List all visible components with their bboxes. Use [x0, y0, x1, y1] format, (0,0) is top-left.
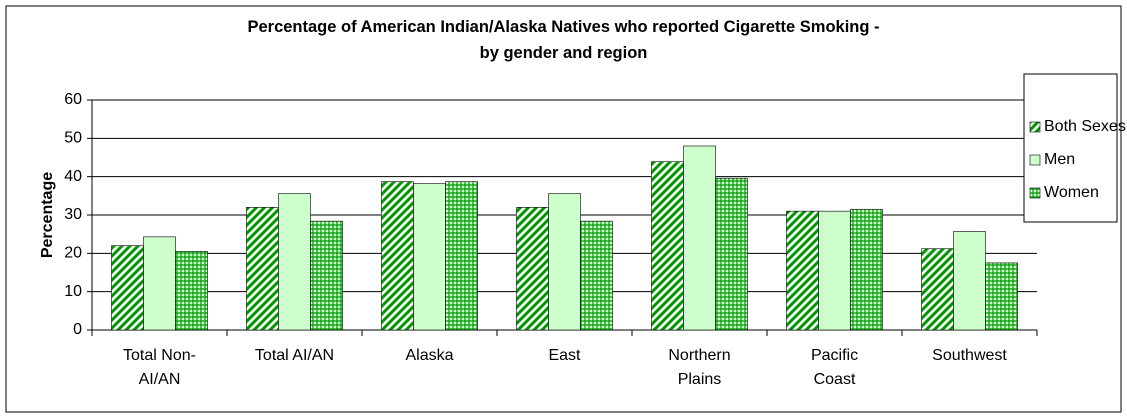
- y-tick-label: 0: [73, 321, 82, 338]
- bar: [111, 245, 144, 331]
- y-tick-label: 30: [64, 206, 82, 223]
- bar: [953, 231, 986, 331]
- x-tick-label: Pacific Coast: [810, 347, 859, 388]
- x-tick-label: Southwest: [932, 347, 1007, 364]
- bar: [246, 207, 279, 331]
- bar: [921, 248, 954, 331]
- x-tick-label: Total Non- AI/AN: [123, 347, 196, 388]
- chart-title: Percentage of American Indian/Alaska Nat…: [247, 18, 880, 62]
- bar: [143, 236, 176, 331]
- y-tick-label: 60: [64, 91, 82, 108]
- y-axis-label: Percentage: [39, 172, 56, 258]
- bar: [413, 183, 446, 331]
- bar: [445, 181, 478, 331]
- bar: [786, 210, 819, 331]
- legend-swatch: [1029, 187, 1041, 199]
- bar: [715, 177, 748, 331]
- legend-label: Men: [1044, 151, 1075, 168]
- bar: [175, 251, 208, 331]
- bar: [818, 210, 851, 331]
- legend-swatch: [1029, 154, 1041, 166]
- y-tick-label: 40: [64, 168, 82, 185]
- x-tick-label: Total AI/AN: [254, 347, 335, 364]
- bar: [985, 262, 1018, 331]
- bar: [516, 207, 549, 331]
- bar: [683, 145, 716, 331]
- y-tick-label: 20: [64, 245, 82, 262]
- bar: [381, 181, 414, 331]
- legend-swatch: [1029, 121, 1041, 133]
- x-tick-label: Northern Plains: [668, 347, 731, 388]
- x-tick-label: East: [548, 347, 581, 364]
- legend-label: Both Sexes: [1044, 118, 1126, 135]
- legend-label: Women: [1044, 184, 1099, 201]
- bar: [278, 193, 311, 331]
- bar: [850, 208, 883, 331]
- bar: [548, 193, 581, 331]
- y-tick-label: 10: [64, 283, 82, 300]
- bar: [580, 220, 613, 331]
- bar: [651, 161, 684, 331]
- bar: [310, 220, 343, 331]
- y-tick-label: 50: [64, 130, 82, 147]
- x-tick-label: Alaska: [405, 347, 454, 364]
